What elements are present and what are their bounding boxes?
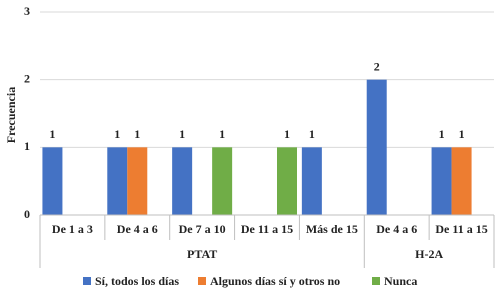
bar [301, 147, 322, 215]
x-tick-label: De 1 a 3 [52, 222, 93, 236]
legend-swatch [198, 277, 206, 285]
bar [42, 147, 63, 215]
data-label: 1 [284, 127, 290, 141]
x-tick-label: De 7 a 10 [179, 222, 226, 236]
legend-label: Nunca [384, 274, 417, 288]
data-label: 1 [134, 127, 140, 141]
legend-label: Sí, todos los días [95, 274, 179, 288]
data-label: 1 [459, 127, 465, 141]
bar [212, 147, 233, 215]
group-label: PTAT [187, 247, 217, 261]
data-label: 1 [439, 127, 445, 141]
bar [127, 147, 148, 215]
data-label: 1 [179, 127, 185, 141]
bar [277, 147, 297, 215]
y-tick-label: 2 [24, 71, 30, 85]
x-tick-label: Más de 15 [306, 222, 358, 236]
y-tick-label: 1 [24, 139, 30, 153]
data-label: 1 [219, 127, 225, 141]
x-tick-label: De 11 a 15 [435, 222, 487, 236]
bar [451, 147, 472, 215]
y-tick-label: 3 [24, 4, 30, 18]
x-tick-label: De 4 a 6 [117, 222, 158, 236]
group-label: H-2A [415, 247, 443, 261]
legend-label: Algunos días sí y otros no [210, 274, 340, 288]
bar [172, 147, 193, 215]
data-label: 1 [49, 127, 55, 141]
data-label: 1 [309, 127, 315, 141]
data-label: 1 [114, 127, 120, 141]
bar [431, 147, 452, 215]
data-label: 2 [374, 59, 380, 73]
y-axis-label: Frecuencia [4, 87, 18, 143]
x-tick-label: De 11 a 15 [241, 222, 293, 236]
y-tick-label: 0 [24, 207, 30, 221]
x-tick-label: De 4 a 6 [376, 222, 417, 236]
legend-swatch [372, 277, 380, 285]
bar [366, 79, 387, 216]
legend-swatch [83, 277, 91, 285]
bar [107, 147, 128, 215]
